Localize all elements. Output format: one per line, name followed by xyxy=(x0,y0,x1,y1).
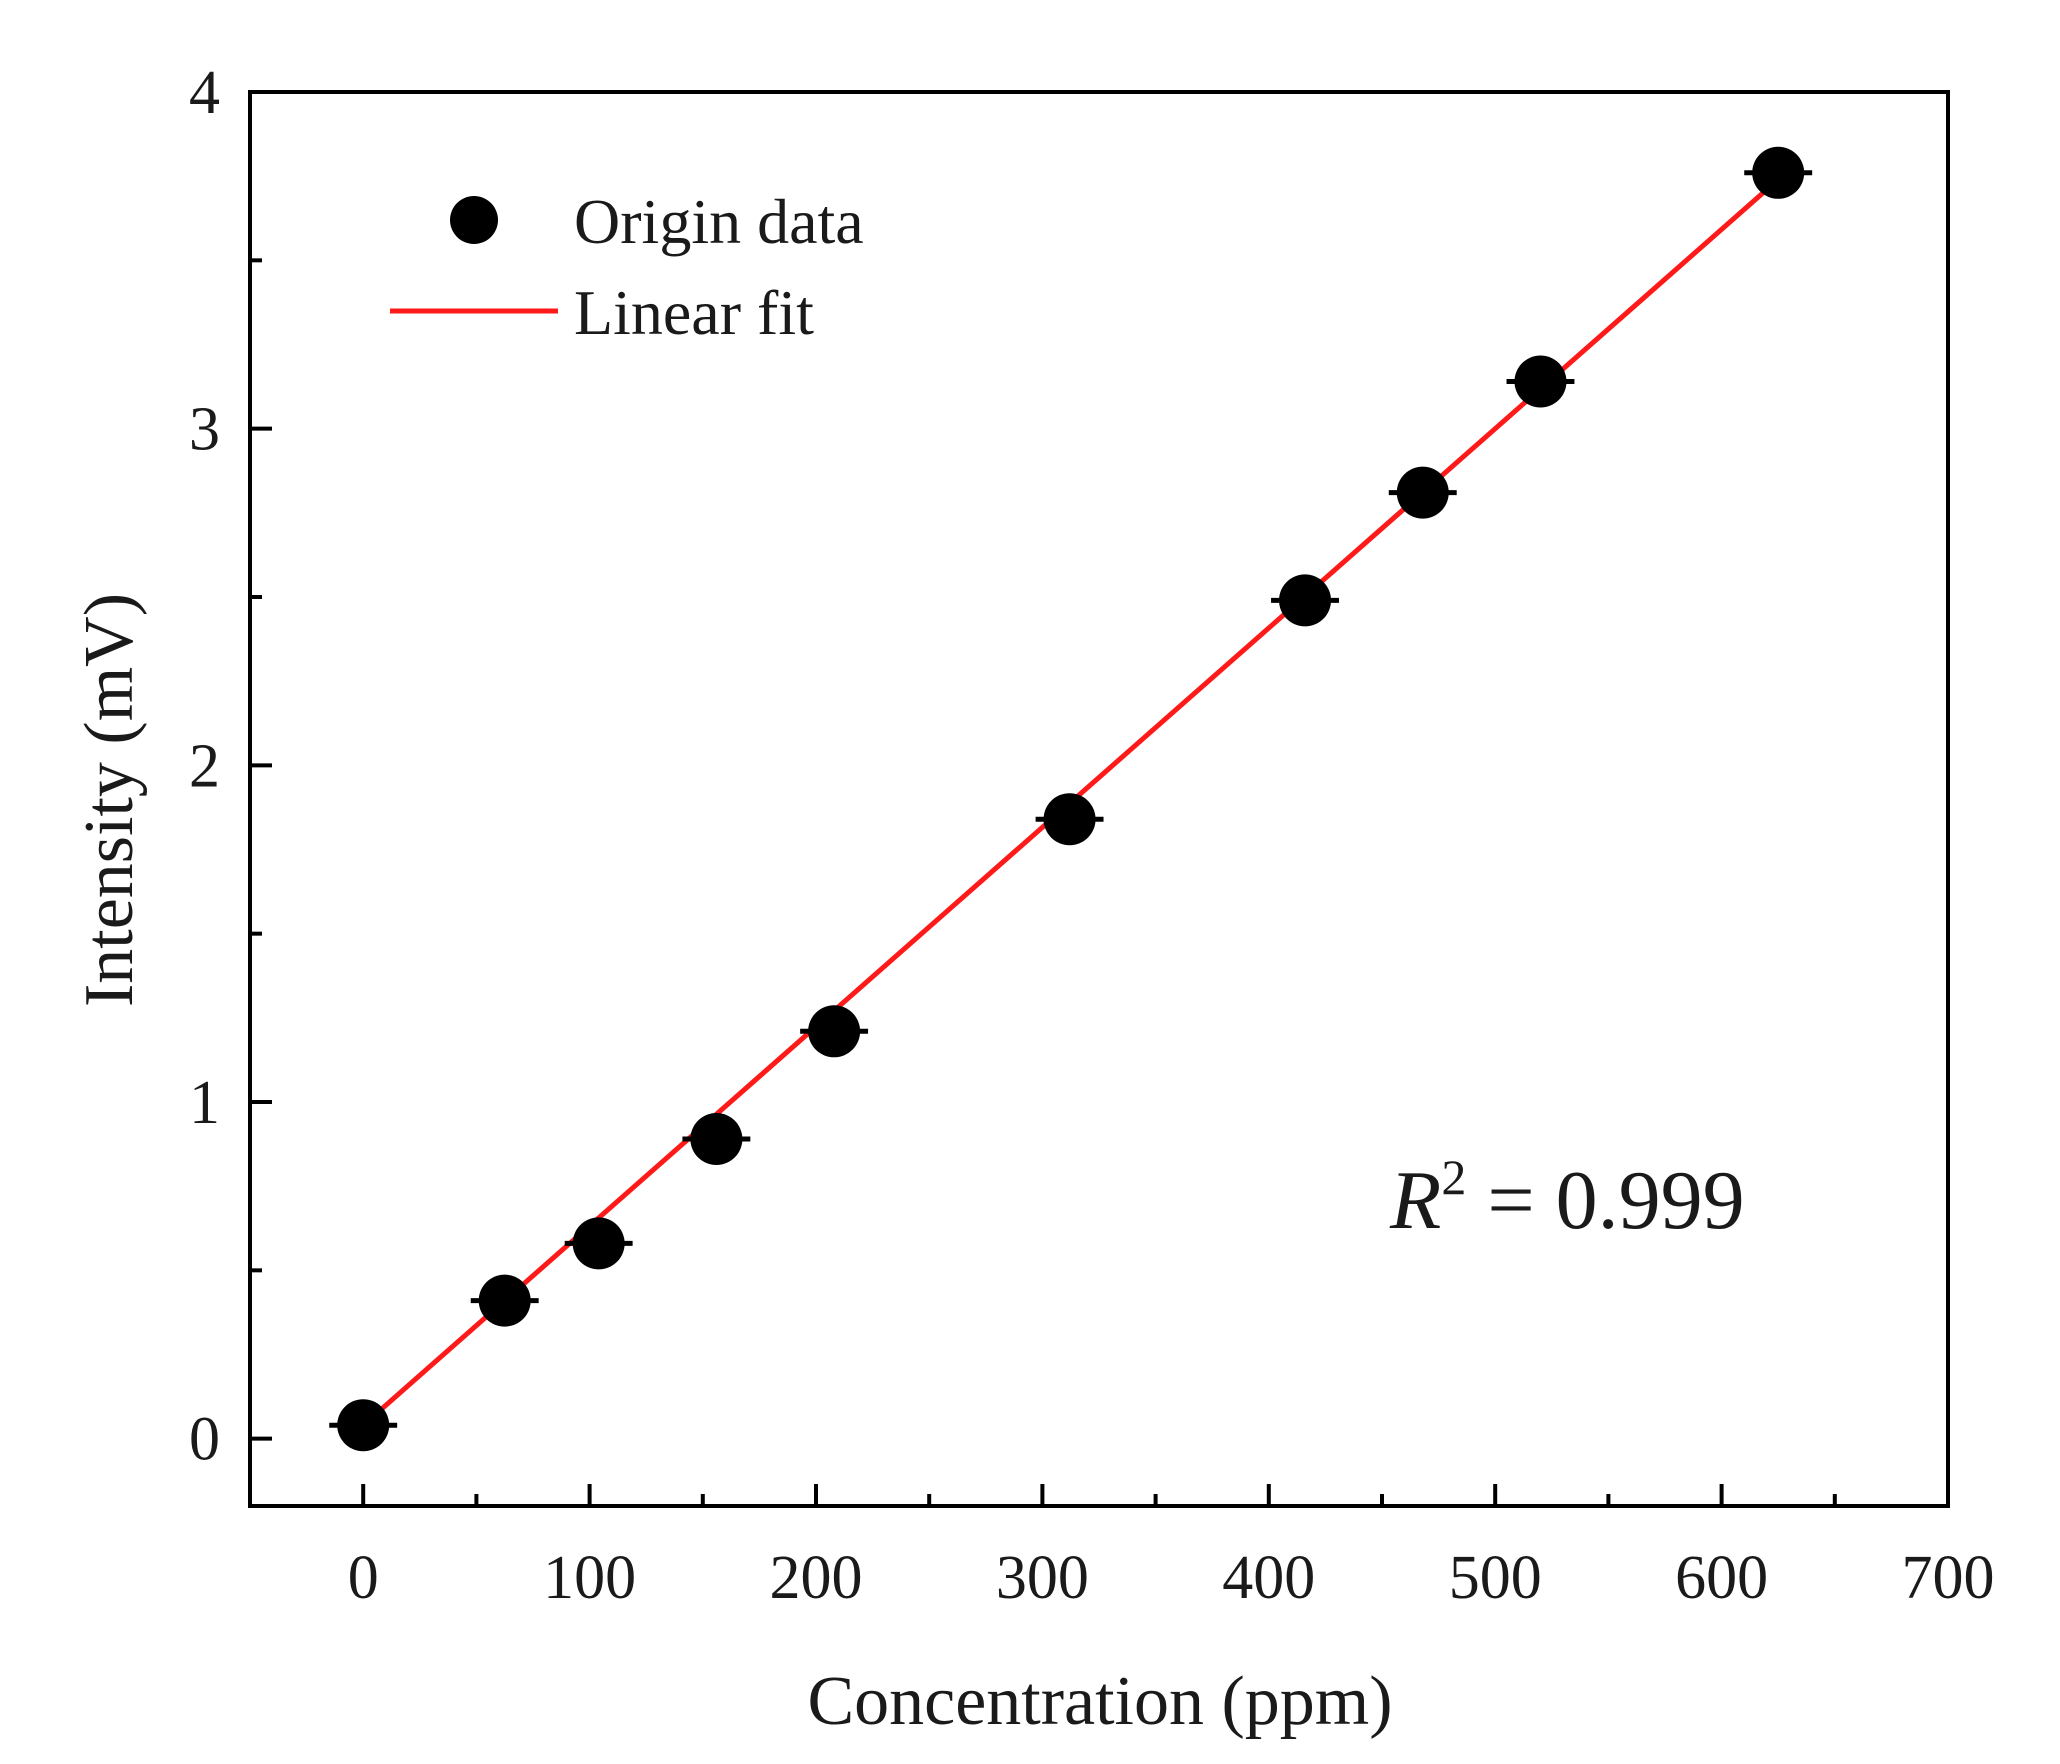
legend: Origin data Linear fit xyxy=(390,186,864,348)
x-tick-label: 600 xyxy=(1675,1544,1768,1612)
r-symbol: R xyxy=(1389,1154,1441,1247)
x-axis-title: Concentration (ppm) xyxy=(807,1663,1392,1740)
y-tick-label: 2 xyxy=(189,732,220,800)
x-tick-label: 300 xyxy=(996,1544,1089,1612)
r-squared-annotation: R2 = 0.999 xyxy=(1389,1149,1745,1247)
y-tick-labels: 0 1 2 3 4 xyxy=(189,59,220,1474)
x-tick-label: 100 xyxy=(543,1544,636,1612)
x-tick-labels: 0 100 200 300 400 500 600 700 xyxy=(348,1544,1995,1612)
x-tick-label: 500 xyxy=(1449,1544,1542,1612)
data-point xyxy=(1752,146,1805,199)
r-superscript: 2 xyxy=(1441,1149,1466,1205)
data-point xyxy=(690,1113,743,1166)
data-point xyxy=(478,1274,531,1327)
legend-label-origin-data: Origin data xyxy=(574,186,864,257)
data-point xyxy=(1043,793,1096,846)
y-tick-label: 3 xyxy=(189,396,220,464)
major-ticks xyxy=(250,90,1950,1506)
legend-label-linear-fit: Linear fit xyxy=(574,277,814,348)
y-tick-label: 4 xyxy=(189,59,220,127)
x-tick-label: 700 xyxy=(1902,1544,1995,1612)
data-point xyxy=(337,1399,390,1452)
data-point xyxy=(808,1005,861,1058)
data-point xyxy=(1514,355,1567,408)
data-point xyxy=(572,1217,625,1270)
r-value: = 0.999 xyxy=(1466,1154,1744,1247)
y-axis-title: Intensity (mV) xyxy=(71,593,148,1007)
x-tick-label: 200 xyxy=(770,1544,863,1612)
data-point xyxy=(1279,574,1332,627)
points-layer xyxy=(329,146,1813,1452)
x-tick-label: 400 xyxy=(1222,1544,1315,1612)
data-point xyxy=(1396,466,1449,519)
plot-frame xyxy=(248,90,1950,1508)
y-tick-label: 1 xyxy=(189,1069,220,1137)
y-tick-label: 0 xyxy=(189,1406,220,1474)
legend-marker-origin-data xyxy=(450,196,498,244)
x-tick-label: 0 xyxy=(348,1544,379,1612)
